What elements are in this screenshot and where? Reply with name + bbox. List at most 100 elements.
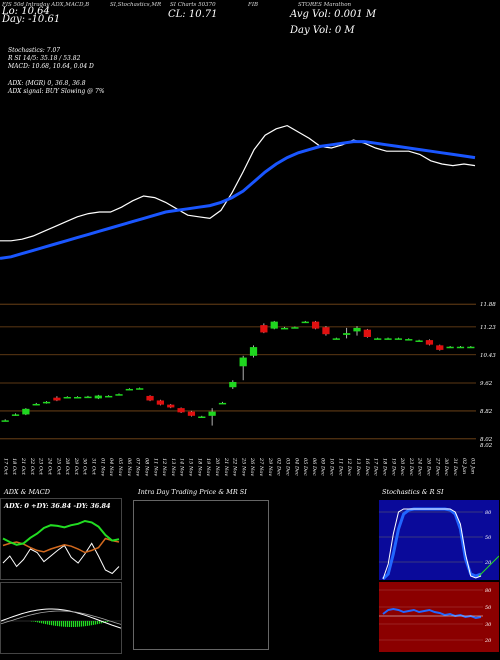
date-tick-label: 18 Dec xyxy=(381,458,387,476)
day-label: Day: -10.61 xyxy=(2,14,61,25)
stoch-tick-label: 80 xyxy=(485,510,492,516)
date-tick-label: 27 Dec xyxy=(434,457,440,476)
candle-body xyxy=(467,346,475,349)
date-tick-label: 31 Dec xyxy=(452,458,458,476)
macd-histogram-bar xyxy=(35,621,37,622)
date-tick-label: 24 Dec xyxy=(417,457,423,476)
date-tick-label: 17 Oct xyxy=(2,458,8,476)
candle-body xyxy=(198,416,206,419)
candle-body xyxy=(22,408,30,415)
date-tick-label: 26 Dec xyxy=(426,457,432,476)
date-tick-label: 29 Oct xyxy=(73,457,79,476)
date-tick-label: 22 Oct xyxy=(29,457,35,476)
candle-body xyxy=(415,340,423,342)
date-tick-label: 14 Nov xyxy=(179,458,185,476)
price-tick-label: 8.02 xyxy=(480,437,493,443)
macd-histogram-bar xyxy=(57,621,59,627)
date-tick-label: 18 Nov xyxy=(196,458,202,476)
macd-histogram-bar xyxy=(61,621,63,627)
candle-body xyxy=(105,395,113,398)
macd-histogram-bar xyxy=(43,621,45,624)
candle-body xyxy=(394,338,403,340)
date-tick-label: 26 Nov xyxy=(249,457,255,476)
date-tick-label: 02 Dec xyxy=(276,458,282,476)
candle-body xyxy=(53,397,61,401)
candle-body xyxy=(405,339,413,341)
adx-info: ADX: (MGR) 0, 36.8, 36.8 xyxy=(8,80,86,87)
date-tick-label: 19 Nov xyxy=(205,458,211,476)
date-tick-label: 19 Dec xyxy=(390,458,396,476)
candle-body xyxy=(374,338,382,340)
stochastics-info: Stochastics: 7.07 xyxy=(8,47,61,54)
candle-body xyxy=(280,327,289,330)
candle-body xyxy=(239,357,247,367)
macd-histogram-bar xyxy=(93,621,95,625)
macd-histogram-bar xyxy=(79,621,81,627)
date-tick-label: 30 Dec xyxy=(443,458,449,476)
candle-body xyxy=(446,346,454,349)
candle-body xyxy=(322,327,330,335)
macd-histogram-bar xyxy=(69,621,71,627)
date-tick-label: 01 Nov xyxy=(99,458,105,476)
candle-body xyxy=(167,404,175,408)
avg-vol: Avg Vol: 0.001 M xyxy=(290,9,377,20)
macd-histogram-bar xyxy=(87,621,89,626)
date-tick-label: 12 Dec xyxy=(346,458,352,476)
adx-panel xyxy=(0,498,122,580)
date-tick-label: 15 Nov xyxy=(188,458,194,476)
date-tick-label: 27 Nov xyxy=(258,457,264,476)
moving-average-chart xyxy=(0,124,476,260)
macd-histogram-bar xyxy=(89,621,91,626)
candle-body xyxy=(249,347,258,356)
header-left: FIS 50d Intraday ADX,MACD,B xyxy=(2,2,90,8)
macd-histogram-bar xyxy=(47,621,49,625)
date-tick-label: 20 Nov xyxy=(214,457,220,476)
header-mid: SI,Stochastics,MR xyxy=(110,2,162,8)
candle-body xyxy=(156,400,165,405)
macd-histogram-bar xyxy=(67,621,69,627)
candle-body xyxy=(260,325,268,333)
macd-histogram-bar xyxy=(51,621,53,626)
macd-histogram-bar xyxy=(97,621,99,625)
date-tick-label: 23 Dec xyxy=(408,457,414,476)
stoch-tick-label: 20 xyxy=(484,560,492,566)
rsi-tick-label: 50 xyxy=(485,605,492,611)
adx-signal-info: ADX signal: BUY Slowing @ 7% xyxy=(8,88,105,95)
macd-histogram-bar xyxy=(41,621,43,624)
macd-histogram-bar xyxy=(99,621,101,624)
candle-body xyxy=(187,411,196,416)
date-tick-label: 03 Jan xyxy=(470,458,476,474)
stoch-k-line xyxy=(382,508,482,580)
rsi-line xyxy=(382,607,482,620)
candle-body xyxy=(353,327,361,332)
candle-body xyxy=(218,402,227,405)
candle-body xyxy=(311,321,320,329)
macd-histogram-bar xyxy=(85,621,87,627)
date-tick-label: 13 Dec xyxy=(355,458,361,476)
macd-line xyxy=(1,608,121,629)
candle-body xyxy=(63,396,71,399)
candle-body xyxy=(1,420,9,422)
price-tick-label: 10.43 xyxy=(480,353,496,359)
date-tick-label: 31 Oct xyxy=(91,458,97,476)
candle-body xyxy=(332,338,340,340)
macd-histogram-bar xyxy=(73,621,75,627)
candle-body xyxy=(301,321,309,324)
price-tick-label: 8.82 xyxy=(480,409,493,415)
stoch-bg xyxy=(379,500,499,580)
price-tick-label: 11.88 xyxy=(480,302,496,308)
candle-body xyxy=(363,329,371,337)
candle-body xyxy=(136,388,144,390)
macd-info: MACD: 10.68, 10.64, 0.04 D xyxy=(8,63,94,70)
rsi-panel: 80 50 30 20 xyxy=(379,582,499,652)
candle-body xyxy=(73,396,82,399)
date-tick-label: 16 Dec xyxy=(364,458,370,476)
candle-body xyxy=(436,345,444,350)
date-tick-label: 24 Oct xyxy=(46,457,52,476)
candle-body xyxy=(94,395,102,399)
candle-body xyxy=(177,408,185,413)
price-tick-label: 8.02 xyxy=(480,443,493,449)
date-tick-label: 05 Dec xyxy=(302,458,308,476)
date-tick-label: 17 Dec xyxy=(373,458,379,476)
